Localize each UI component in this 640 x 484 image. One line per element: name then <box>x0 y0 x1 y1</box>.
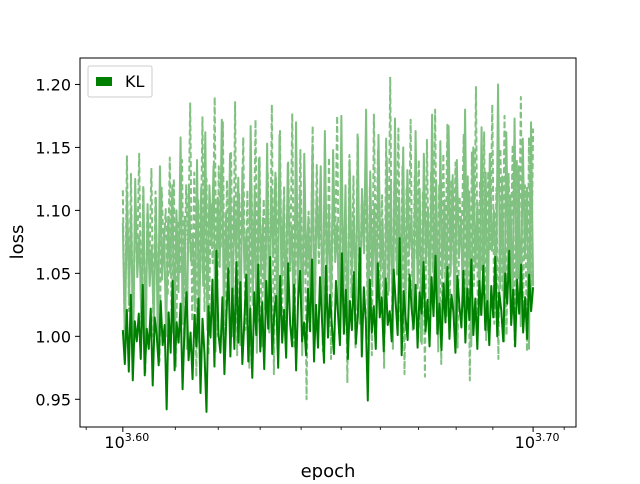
y-tick-label: 1.20 <box>35 75 71 94</box>
y-axis: 0.95 1.00 1.05 1.10 1.15 1.20 <box>35 75 80 409</box>
series-layer <box>123 77 533 412</box>
y-tick-label: 1.05 <box>35 264 71 283</box>
x-axis: 103.60 103.70 <box>86 427 564 452</box>
x-tick-label: 103.70 <box>515 431 560 452</box>
legend-label: KL <box>125 72 144 91</box>
x-tick-label: 103.60 <box>104 431 149 452</box>
legend-swatch <box>96 77 112 86</box>
x-axis-label: epoch <box>301 461 356 480</box>
y-tick-label: 1.10 <box>35 201 71 220</box>
y-tick-label: 0.95 <box>35 390 71 409</box>
y-tick-label: 1.00 <box>35 327 71 346</box>
legend: KL <box>88 66 152 97</box>
y-tick-label: 1.15 <box>35 138 71 157</box>
y-axis-label: loss <box>7 225 28 260</box>
